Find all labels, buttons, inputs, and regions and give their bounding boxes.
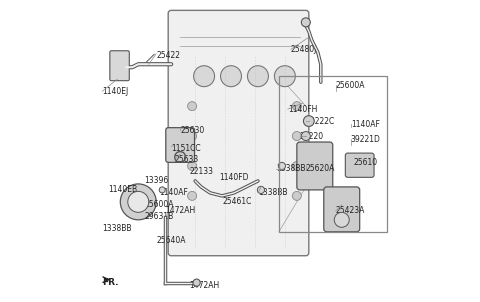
Text: 1140EB: 1140EB <box>108 185 137 194</box>
Circle shape <box>301 18 310 27</box>
Text: 1140AF: 1140AF <box>159 188 188 198</box>
Circle shape <box>275 66 295 87</box>
Circle shape <box>292 162 301 170</box>
Text: 1472AH: 1472AH <box>165 206 195 215</box>
FancyBboxPatch shape <box>324 187 360 232</box>
Text: 39222C: 39222C <box>306 117 335 126</box>
Circle shape <box>292 191 301 200</box>
FancyBboxPatch shape <box>345 153 374 177</box>
Text: 1140EJ: 1140EJ <box>102 87 129 96</box>
FancyBboxPatch shape <box>110 51 129 81</box>
Text: 25640A: 25640A <box>156 236 186 245</box>
Text: 25633: 25633 <box>174 156 198 165</box>
Circle shape <box>248 66 268 87</box>
FancyBboxPatch shape <box>166 128 194 162</box>
Bar <box>279 76 386 232</box>
Circle shape <box>120 184 156 220</box>
Circle shape <box>292 102 301 111</box>
Circle shape <box>301 132 310 140</box>
Text: 25610: 25610 <box>354 159 378 168</box>
Text: 25422: 25422 <box>156 51 180 60</box>
Text: 25461C: 25461C <box>222 198 252 206</box>
Text: 1338BB: 1338BB <box>276 165 305 173</box>
Circle shape <box>334 212 349 227</box>
Text: 1151CC: 1151CC <box>171 143 201 153</box>
Text: 1338BB: 1338BB <box>102 224 132 233</box>
Text: 25480J: 25480J <box>291 45 317 54</box>
Circle shape <box>292 132 301 140</box>
Circle shape <box>188 132 197 140</box>
FancyBboxPatch shape <box>297 142 333 190</box>
Text: 25630: 25630 <box>180 126 204 135</box>
Text: 22133: 22133 <box>189 167 213 176</box>
Text: 39220: 39220 <box>300 132 324 140</box>
Text: 1472AH: 1472AH <box>189 281 219 290</box>
Circle shape <box>188 102 197 111</box>
Text: 25600A: 25600A <box>144 200 174 209</box>
Circle shape <box>188 162 197 170</box>
Circle shape <box>159 187 165 193</box>
Circle shape <box>128 191 149 212</box>
FancyBboxPatch shape <box>168 10 309 256</box>
Text: 25620A: 25620A <box>306 165 335 173</box>
Circle shape <box>193 279 200 286</box>
Text: 25423A: 25423A <box>336 206 365 215</box>
Text: 13396: 13396 <box>144 176 168 185</box>
Text: 1140FD: 1140FD <box>219 173 249 182</box>
Circle shape <box>257 186 264 194</box>
Text: 1338BB: 1338BB <box>258 188 288 198</box>
Circle shape <box>278 162 286 169</box>
Text: 1140AF: 1140AF <box>351 120 380 129</box>
Circle shape <box>220 66 241 87</box>
Circle shape <box>188 191 197 200</box>
Text: 29631B: 29631B <box>144 212 173 221</box>
Circle shape <box>303 116 314 127</box>
Circle shape <box>193 66 215 87</box>
Text: 1140FH: 1140FH <box>288 104 317 114</box>
Text: 25600A: 25600A <box>336 81 365 90</box>
Text: 39221D: 39221D <box>351 134 381 143</box>
Text: FR.: FR. <box>102 278 119 287</box>
